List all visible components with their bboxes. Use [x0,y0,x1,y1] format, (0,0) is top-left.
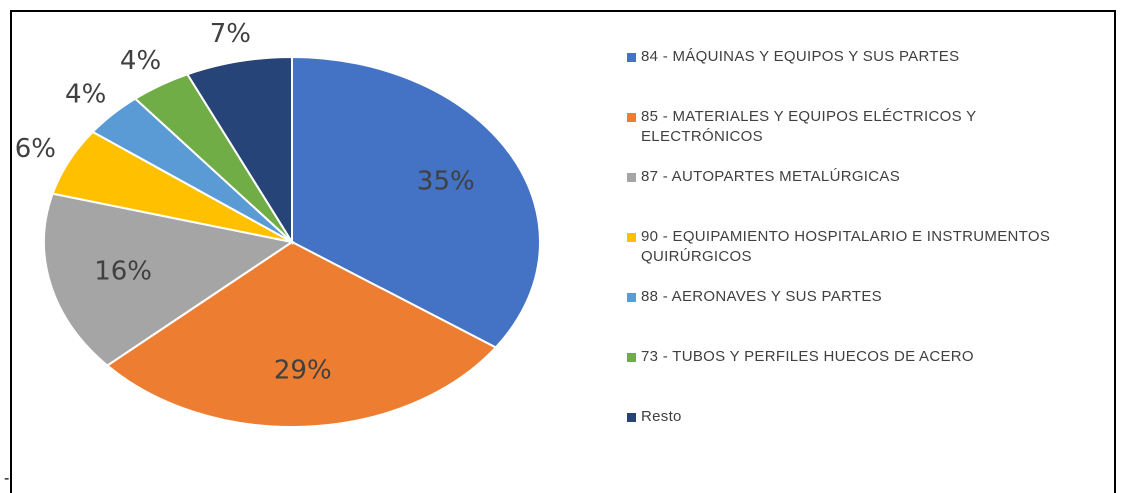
legend-label: 85 - MATERIALES Y EQUIPOS ELÉCTRICOS Y E… [641,108,977,145]
legend-item: 85 - MATERIALES Y EQUIPOS ELÉCTRICOS Y E… [627,107,1101,147]
data-label: 35% [417,166,475,196]
legend-swatch [627,413,636,422]
data-label: 29% [274,356,332,386]
legend-item: Resto [627,407,1101,427]
data-label: 4% [120,46,161,76]
legend-item: 90 - EQUIPAMIENTO HOSPITALARIO E INSTRUM… [627,227,1101,267]
footnote: - [4,470,10,487]
pie-slice [291,55,541,349]
frame [10,10,1116,493]
legend-item: 84 - MÁQUINAS Y EQUIPOS Y SUS PARTES [627,47,1101,67]
legend-swatch [627,293,636,302]
legend-label: 90 - EQUIPAMIENTO HOSPITALARIO E INSTRUM… [641,228,1051,265]
legend-swatch [627,53,636,62]
legend-label: 88 - AERONAVES Y SUS PARTES [641,288,882,305]
legend-swatch [627,113,636,122]
pie-slice [185,55,293,246]
data-label: 7% [210,19,251,49]
data-label: 6% [15,134,56,164]
chart: 35% 29% 16% 6% 4% 4% 7% [15,19,541,428]
legend-swatch [627,233,636,242]
legend-label: 87 - AUTOPARTES METALÚRGICAS [641,168,901,185]
legend-item: 73 - TUBOS Y PERFILES HUECOS DE ACERO [627,347,1101,367]
data-label: 4% [65,80,106,110]
legend-item: 88 - AERONAVES Y SUS PARTES [627,287,1101,307]
legend-label: 84 - MÁQUINAS Y EQUIPOS Y SUS PARTES [641,48,960,65]
data-label: 16% [94,256,152,286]
pie-slice [43,192,295,367]
legend-label: Resto [641,408,682,425]
legend-swatch [627,353,636,362]
pie-slice [105,240,498,428]
legend-swatch [627,173,636,182]
legend-item: 87 - AUTOPARTES METALÚRGICAS [627,167,1101,187]
legend-label: 73 - TUBOS Y PERFILES HUECOS DE ACERO [641,348,974,365]
